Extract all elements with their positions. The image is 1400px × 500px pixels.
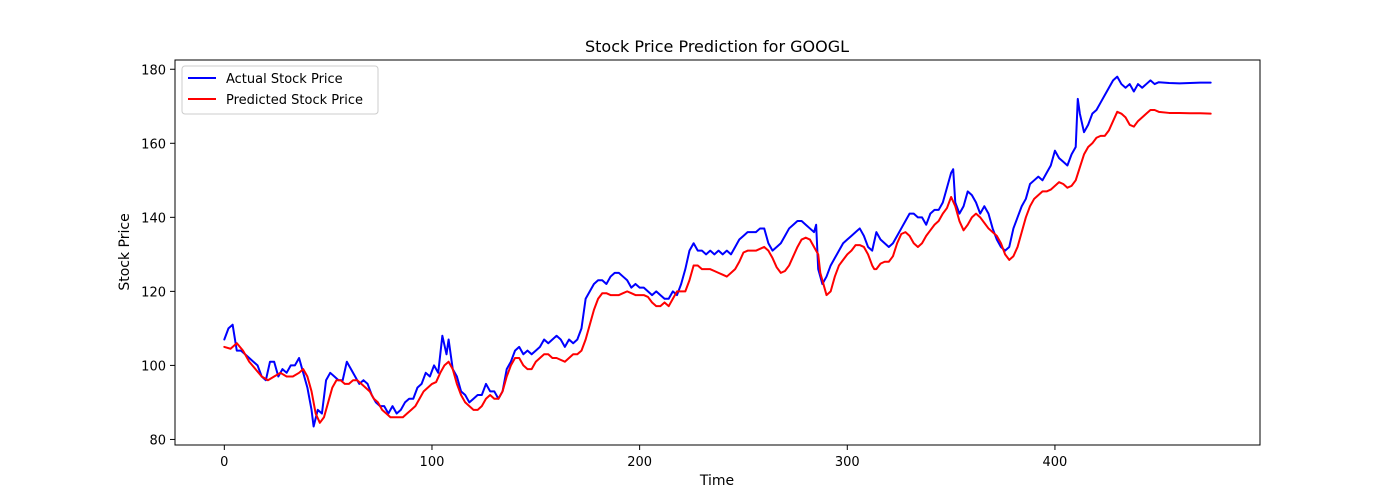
legend-label-predicted: Predicted Stock Price [226, 93, 363, 108]
y-tick-label: 180 [141, 63, 166, 78]
y-axis-label: Stock Price [117, 213, 133, 290]
chart-title: Stock Price Prediction for GOOGL [585, 37, 849, 56]
y-tick-label: 160 [141, 137, 166, 152]
plot-area [223, 75, 1212, 428]
legend: Actual Stock Price Predicted Stock Price [181, 65, 379, 115]
y-tick-label: 120 [141, 285, 166, 300]
x-tick-label: 300 [835, 455, 860, 470]
y-tick-label: 100 [141, 359, 166, 374]
x-tick-label: 400 [1043, 455, 1068, 470]
y-tick-label: 80 [149, 433, 166, 448]
series-line-predicted [223, 108, 1212, 424]
x-tick-label: 200 [627, 455, 652, 470]
x-tick-label: 100 [420, 455, 445, 470]
legend-label-actual: Actual Stock Price [226, 72, 343, 87]
y-tick-label: 140 [141, 211, 166, 226]
axis-ticks: 0 100 200 300 400 80 100 120 140 160 180 [141, 63, 1067, 470]
series-line-actual [223, 75, 1212, 428]
x-tick-label: 0 [220, 455, 228, 470]
axes-frame [174, 59, 1261, 446]
legend-box [181, 65, 379, 115]
x-axis-label: Time [699, 473, 734, 489]
